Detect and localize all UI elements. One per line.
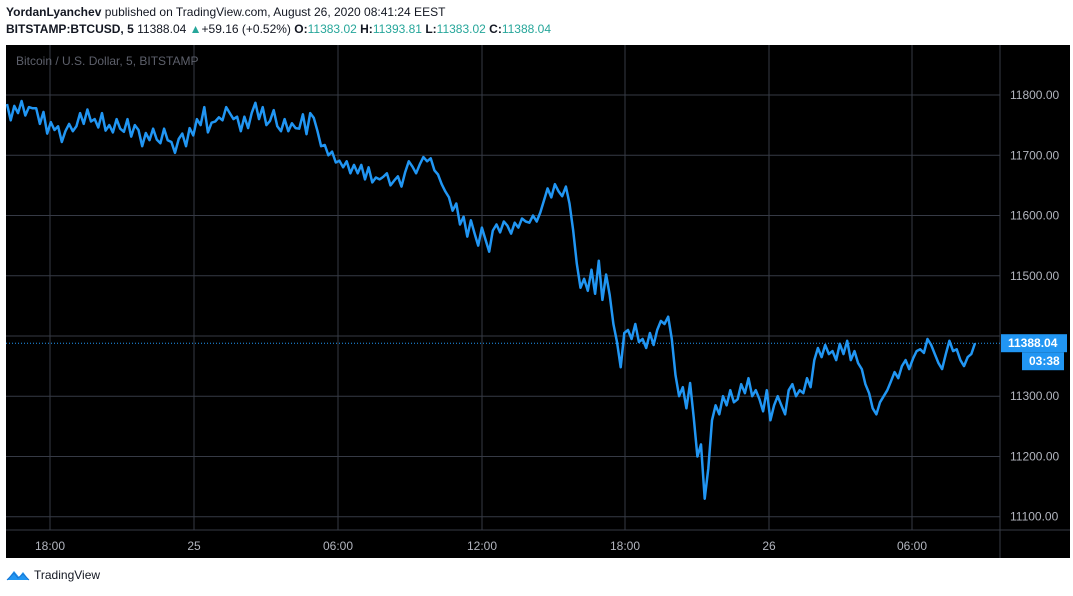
tradingview-footer[interactable]: TradingView	[6, 568, 100, 582]
close-value: 11388.04	[501, 22, 552, 36]
high-label: H:	[360, 22, 373, 36]
price-tick-label: 11700.00	[1010, 148, 1059, 162]
tradingview-logo-icon	[6, 571, 30, 581]
time-tick-label: 06:00	[897, 539, 927, 553]
open-value: 11383.02	[307, 22, 357, 36]
time-tick-label: 12:00	[467, 539, 497, 553]
price-tick-label: 11500.00	[1010, 269, 1059, 283]
countdown-label: 03:38	[1029, 354, 1060, 368]
time-axis[interactable]: 18:00 25 06:00 12:00 18:00 26 06:00	[35, 539, 927, 553]
countdown-label-bg	[1022, 352, 1064, 371]
grid-lines	[6, 45, 1000, 530]
last-price-label: 11388.04	[1008, 336, 1058, 350]
time-tick-label: 26	[762, 539, 776, 553]
chart-background	[6, 45, 1070, 558]
chart-watermark: Bitcoin / U.S. Dollar, 5, BITSTAMP	[16, 54, 199, 68]
time-tick-label: 18:00	[610, 539, 640, 553]
publish-info: YordanLyanchev published on TradingView.…	[6, 5, 445, 19]
time-tick-label: 25	[187, 539, 201, 553]
time-tick-label: 18:00	[35, 539, 65, 553]
last-price: 11388.04	[137, 22, 187, 36]
publish-text: published on TradingView.com, August 26,…	[104, 5, 446, 19]
price-series-line	[5, 99, 977, 500]
low-label: L:	[425, 22, 437, 36]
last-price-label-bg	[1001, 334, 1067, 353]
tradingview-brand: TradingView	[34, 568, 101, 582]
low-value: 11383.02	[436, 22, 486, 36]
ohlc-legend: BITSTAMP:BTCUSD, 5 11388.04 ▲+59.16 (+0.…	[6, 22, 551, 36]
high-value: 11393.81	[372, 22, 422, 36]
price-axis[interactable]: 11800.00 11700.00 11600.00 11500.00 11300.00…	[1010, 88, 1059, 524]
open-label: O:	[294, 22, 308, 36]
change-arrow-icon: ▲	[189, 22, 202, 36]
change-value: +59.16 (+0.52%)	[201, 22, 291, 36]
time-tick-label: 06:00	[323, 539, 353, 553]
author-name[interactable]: YordanLyanchev	[6, 5, 102, 19]
symbol-label[interactable]: BITSTAMP:BTCUSD, 5	[6, 22, 134, 36]
price-tick-label: 11300.00	[1010, 389, 1059, 403]
price-tick-label: 11600.00	[1010, 209, 1059, 223]
price-tick-label: 11800.00	[1010, 88, 1059, 102]
price-tick-label: 11100.00	[1010, 510, 1059, 524]
close-label: C:	[489, 22, 502, 36]
price-tick-label: 11200.00	[1010, 449, 1059, 463]
